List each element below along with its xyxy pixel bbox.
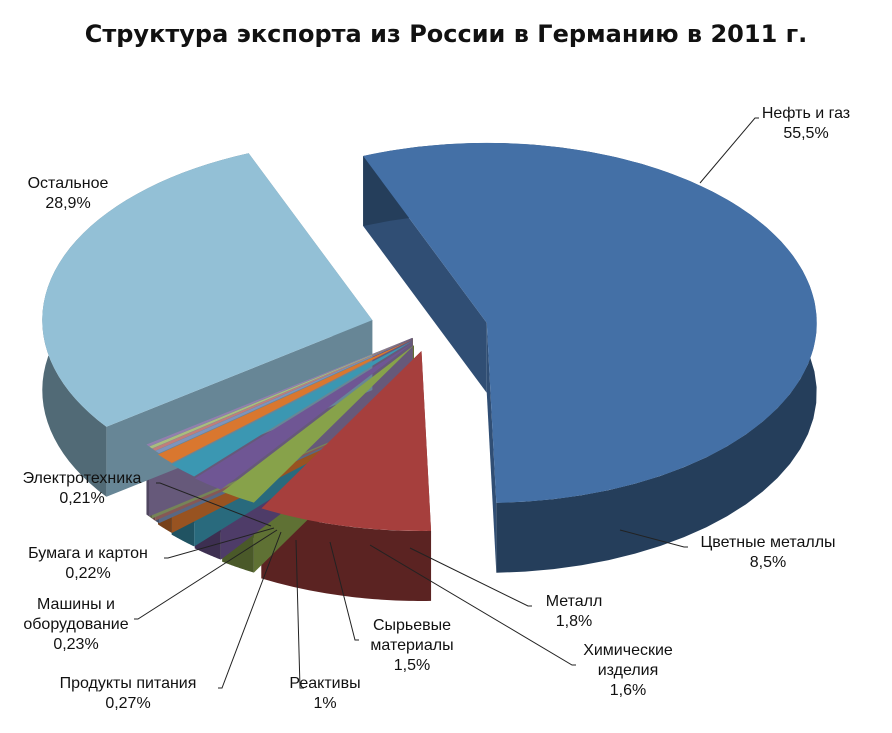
- slice-value-бумага-и-картон: 0,22%: [65, 565, 110, 582]
- slice-name-нефть-и-газ: Нефть и газ: [762, 105, 850, 122]
- slice-value-машины-и-оборудование: 0,23%: [53, 636, 98, 653]
- leader-line-цветные-металлы: [619, 529, 688, 548]
- slice-машины-и-оборудование: [152, 338, 413, 451]
- leader-line-химические-изделия: [369, 544, 576, 666]
- slice-химические-изделия: [194, 343, 413, 490]
- slice-name-продукты-питания: Продукты питания: [60, 675, 197, 692]
- slice-электротехника: [146, 337, 413, 447]
- leader-line-продукты-питания: [218, 531, 282, 689]
- pie-tops: [42, 142, 817, 531]
- slice-value-цветные-металлы: 8,5%: [750, 554, 786, 571]
- leader-line-сырьевые-материалы: [329, 541, 359, 641]
- slice-реактивы: [158, 339, 413, 463]
- slice-value-металл: 1,8%: [556, 613, 592, 630]
- slice-name-металл: Металл: [546, 593, 603, 610]
- slice-value-электротехника: 0,21%: [59, 490, 104, 507]
- chart-title: Структура экспорта из России в Германию …: [84, 20, 808, 48]
- slice-name-реактивы: Реактивы: [289, 675, 360, 692]
- slice-бумага-и-картон: [149, 338, 413, 449]
- slice-value-продукты-питания: 0,27%: [105, 695, 150, 712]
- slice-label-цветные-металлы: Цветные металлы 8,5%: [700, 534, 835, 571]
- slice-label-остальное: Остальное 28,9%: [28, 175, 109, 212]
- slice-value-сырьевые-материалы: 1,5%: [394, 657, 430, 674]
- slice-name-химические-изделия: Химические: [583, 642, 673, 659]
- slice-металл: [222, 345, 414, 503]
- slice-label-машины-и-оборудование: Машины и оборудование 0,23%: [23, 596, 128, 653]
- slice-value-остальное: 28,9%: [45, 195, 90, 212]
- slice-value-реактивы: 1%: [313, 695, 336, 712]
- slice-wall-1-нефть-и-газ: [486, 322, 497, 573]
- slice-name-электротехника: Электротехника: [23, 470, 142, 487]
- leader-lines: [134, 117, 759, 689]
- slice-label-металл: Металл 1,8%: [546, 593, 603, 630]
- slice-name-машины-и-оборудование: оборудование: [23, 616, 128, 633]
- slice-label-нефть-и-газ: Нефть и газ 55,5%: [762, 105, 850, 142]
- slice-side-цветные-металлы: [261, 508, 432, 601]
- slice-label-химические-изделия: Химические изделия 1,6%: [583, 642, 673, 699]
- slice-сырьевые-материалы: [171, 341, 412, 477]
- slice-name-сырьевые-материалы: материалы: [370, 637, 453, 654]
- leader-line-реактивы: [295, 539, 304, 689]
- slice-value-химические-изделия: 1,6%: [610, 682, 646, 699]
- slice-value-нефть-и-газ: 55,5%: [783, 125, 828, 142]
- slice-labels: Нефть и газ 55,5% Цветные металлы 8,5% Метал…: [23, 105, 851, 712]
- slice-label-электротехника: Электротехника 0,21%: [23, 470, 142, 507]
- slice-продукты-питания: [155, 338, 413, 454]
- slice-label-реактивы: Реактивы 1%: [289, 675, 360, 712]
- slice-цветные-металлы: [261, 350, 432, 531]
- leader-line-нефть-и-газ: [699, 117, 759, 184]
- slice-name-сырьевые-материалы: Сырьевые: [373, 617, 451, 634]
- leader-line-электротехника: [156, 482, 272, 527]
- slice-name-цветные-металлы: Цветные металлы: [700, 534, 835, 551]
- slice-label-сырьевые-материалы: Сырьевые материалы 1,5%: [370, 617, 453, 674]
- slice-label-продукты-питания: Продукты питания 0,27%: [60, 675, 197, 712]
- leader-line-металл: [409, 547, 532, 607]
- slice-name-машины-и-оборудование: Машины и: [37, 596, 115, 613]
- slice-name-бумага-и-картон: Бумага и картон: [28, 545, 148, 562]
- slice-label-бумага-и-картон: Бумага и картон 0,22%: [28, 545, 148, 582]
- slice-остальное: [42, 153, 373, 427]
- leader-line-машины-и-оборудование: [134, 529, 278, 620]
- slice-name-остальное: Остальное: [28, 175, 109, 192]
- slice-нефть-и-газ: [363, 142, 817, 503]
- leader-line-бумага-и-картон: [164, 527, 275, 559]
- slice-name-химические-изделия: изделия: [598, 662, 659, 679]
